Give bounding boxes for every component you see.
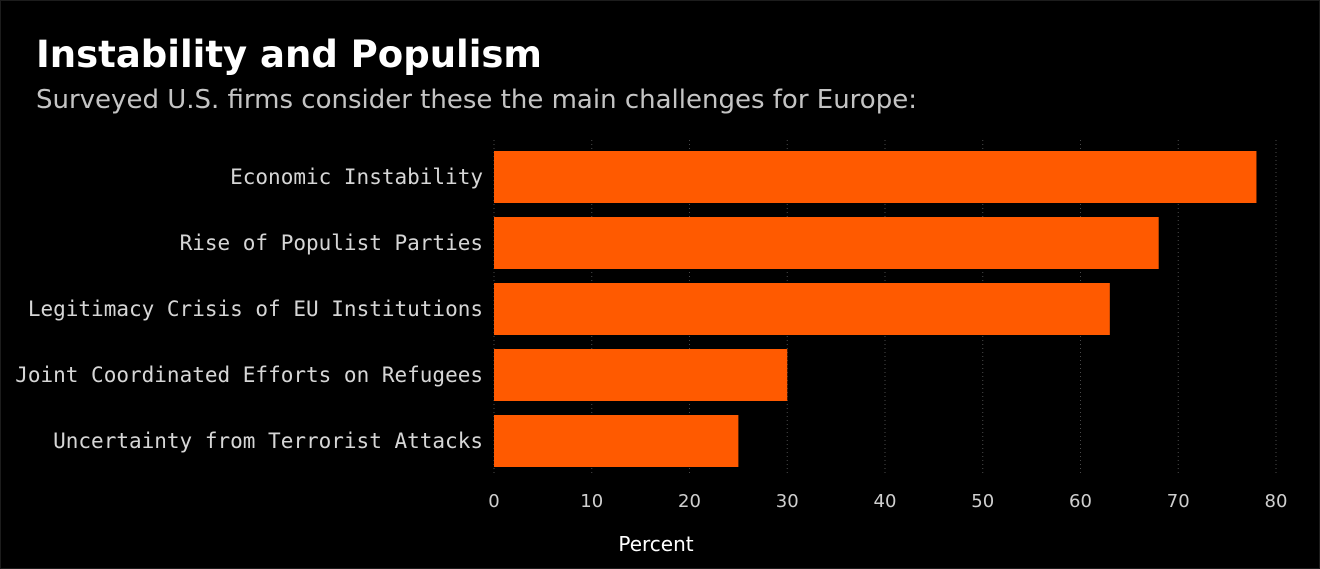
x-tick-label: 50 xyxy=(971,491,994,512)
category-label: Rise of Populist Parties xyxy=(180,231,483,255)
x-tick-label: 70 xyxy=(1167,491,1190,512)
chart-subtitle: Surveyed U.S. firms consider these the m… xyxy=(36,85,917,115)
category-label: Joint Coordinated Efforts on Refugees xyxy=(15,363,483,387)
category-label: Economic Instability xyxy=(230,165,483,189)
x-tick-label: 60 xyxy=(1069,491,1092,512)
x-tick-label: 80 xyxy=(1265,491,1288,512)
bar xyxy=(494,151,1257,203)
x-tick-label: 10 xyxy=(580,491,603,512)
x-tick-label: 40 xyxy=(874,491,897,512)
bars xyxy=(494,151,1257,467)
bar xyxy=(494,283,1110,335)
x-tick-label: 20 xyxy=(678,491,701,512)
x-tick-label: 30 xyxy=(776,491,799,512)
bar xyxy=(494,349,788,401)
bar xyxy=(494,217,1159,269)
x-tick-label: 0 xyxy=(488,491,499,512)
category-labels: Economic Instability Rise of Populist Par… xyxy=(15,165,483,453)
chart-title: Instability and Populism xyxy=(36,33,542,76)
bar xyxy=(494,415,739,467)
category-label: Legitimacy Crisis of EU Institutions xyxy=(28,297,483,321)
x-axis-title: Percent xyxy=(618,532,693,556)
x-axis-ticks: 0 10 20 30 40 50 60 70 80 xyxy=(488,491,1287,512)
category-label: Uncertainty from Terrorist Attacks xyxy=(53,429,483,453)
